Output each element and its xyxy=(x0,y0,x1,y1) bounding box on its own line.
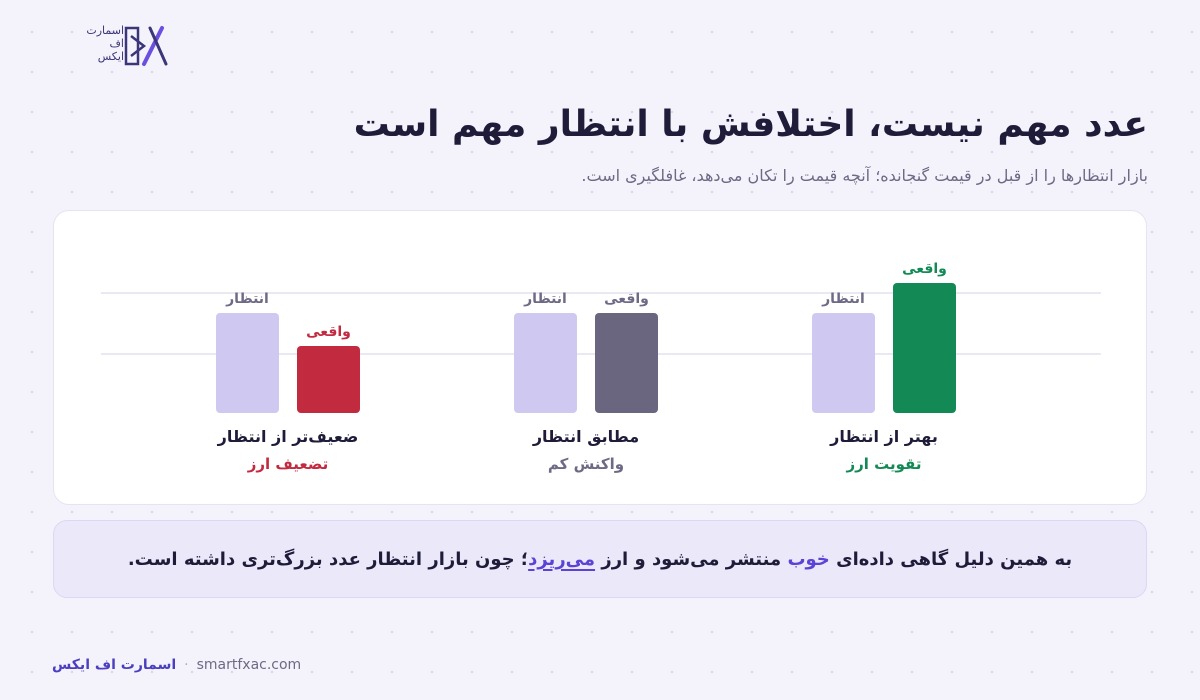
logo-line-2: اف xyxy=(109,37,124,50)
footer: اسمارت اف ایکس · smartfxac.com xyxy=(52,657,452,673)
note-part-3: ؛ چون بازار انتظار عدد بزرگ‌تری داشته اس… xyxy=(127,548,529,570)
category-label-0: بهتر از انتظار xyxy=(830,427,938,446)
category-sub-label-2: تضعیف ارز xyxy=(247,455,329,473)
bar-actual-0 xyxy=(893,283,956,413)
bar-label-actual-2: واقعی xyxy=(306,324,351,340)
category-sub-label-1: واکنش کم xyxy=(547,455,625,473)
footer-site-link[interactable]: smartfxac.com xyxy=(196,657,302,673)
bar-actual-1 xyxy=(595,313,658,413)
note-highlight-drops: می‌ریزد xyxy=(528,548,596,570)
bar-label-expected-2: انتظار xyxy=(226,291,269,307)
bar-label-actual-1: واقعی xyxy=(604,291,649,307)
category-label-1: مطابق انتظار xyxy=(532,427,640,446)
note-highlight-good: خوب xyxy=(787,548,830,570)
footer-brand: اسمارت اف ایکس xyxy=(52,657,177,673)
brand-logo: اسمارت اف ایکس xyxy=(74,22,174,70)
bar-label-actual-0: واقعی xyxy=(902,261,947,277)
bar-expected-2 xyxy=(216,313,279,413)
bar-expected-1 xyxy=(514,313,577,413)
chart-svg xyxy=(101,283,1101,413)
page-title: عدد مهم نیست، اختلافش با انتظار مهم است xyxy=(353,104,1148,145)
category-label-2: ضعیف‌تر از انتظار xyxy=(217,427,359,446)
bar-actual-2 xyxy=(297,346,360,413)
logo-mark-icon xyxy=(124,26,168,66)
logo-text: اسمارت اف ایکس xyxy=(74,24,124,63)
note-box: به همین دلیل گاهی داده‌ای خوب منتشر می‌ش… xyxy=(53,520,1147,598)
logo-line-1: اسمارت xyxy=(86,24,124,37)
note-part-1: به همین دلیل گاهی داده‌ای xyxy=(836,548,1073,570)
bar-label-expected-0: انتظار xyxy=(822,291,865,307)
chart-card: انتظار واقعی بهتر از انتظار تقویت ارز انتظار… xyxy=(53,210,1147,505)
note-part-2: منتشر می‌شود و ارز xyxy=(601,548,782,570)
footer-separator: · xyxy=(184,657,189,673)
logo-line-3: ایکس xyxy=(97,50,124,63)
bar-expected-0 xyxy=(812,313,875,413)
note-text: به همین دلیل گاهی داده‌ای خوب منتشر می‌ش… xyxy=(128,549,1072,570)
page-subtitle: بازار انتظارها را از قبل در قیمت گنجانده… xyxy=(581,166,1148,185)
bar-label-expected-1: انتظار xyxy=(524,291,567,307)
category-sub-label-0: تقویت ارز xyxy=(846,455,922,473)
